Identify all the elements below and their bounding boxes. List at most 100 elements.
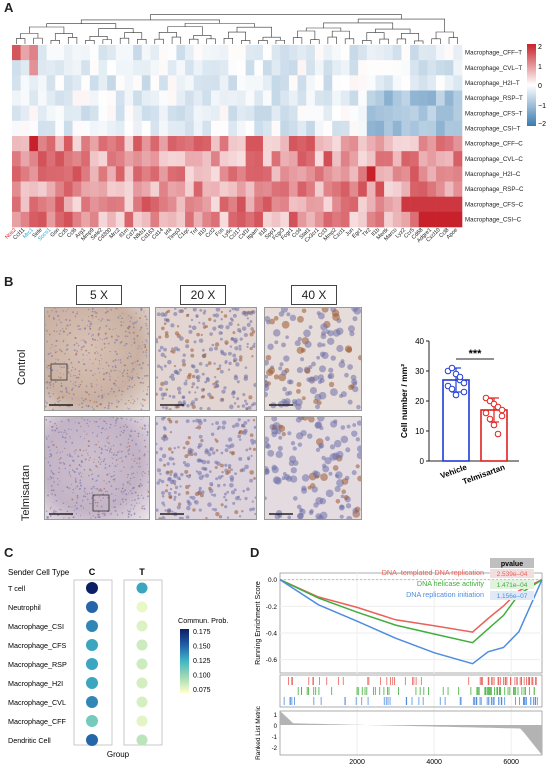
heatmap-cell: [107, 45, 117, 61]
heatmap-cell: [211, 211, 220, 228]
heatmap-cell: [297, 181, 307, 197]
heatmap-cell: [37, 181, 47, 197]
heatmap-cell: [193, 105, 203, 122]
heatmap-cell: [20, 75, 30, 91]
heatmap-cell: [245, 120, 255, 137]
heatmap-cell: [444, 45, 454, 61]
heatmap-cell: [176, 120, 186, 137]
column-dendrogram: [16, 14, 458, 44]
heatmap-cell: [228, 45, 238, 61]
heatmap-cell: [185, 151, 195, 167]
heatmap-cell: [159, 105, 169, 122]
heatmap-cell: [332, 120, 342, 137]
heatmap-cell: [124, 90, 134, 106]
heatmap-cell: [280, 151, 290, 167]
bar-point: [460, 379, 468, 387]
heatmap-cell: [193, 151, 203, 167]
heatmap-cell: [20, 45, 30, 61]
heatmap-cell: [358, 211, 368, 228]
gsea-y-tick: -0.2: [266, 604, 278, 611]
heatmap-cell: [392, 151, 402, 167]
heatmap-cell: [340, 196, 350, 213]
heatmap-cell: [237, 211, 246, 228]
heatmap-cell: [37, 45, 47, 61]
heatmap-cell: [392, 90, 402, 106]
heatmap-cell: [167, 211, 177, 228]
heatmap-cell: [254, 166, 264, 182]
heatmap-cell: [193, 90, 203, 106]
heatmap-cell: [280, 166, 290, 182]
heatmap-cell: [107, 196, 117, 213]
heatmap-cell: [72, 196, 82, 213]
heatmap-cell: [167, 105, 177, 122]
heatmap-cell: [410, 136, 420, 152]
heatmap-cell: [46, 211, 56, 228]
heatmap-cell: [340, 120, 350, 137]
heatmap-cell: [436, 105, 445, 122]
heatmap-cell: [193, 166, 203, 182]
heatmap-cell: [133, 120, 143, 137]
heatmap-cell: [436, 90, 445, 106]
heatmap-cell: [358, 136, 368, 152]
heatmap-cell: [410, 196, 420, 213]
heatmap-cell: [288, 166, 298, 182]
heatmap-cell: [150, 136, 160, 152]
dotplot-group-c: C: [89, 567, 96, 577]
heatmap-cell: [133, 90, 143, 106]
heatmap-cell: [115, 211, 125, 228]
colorbar-tick: 0.075: [193, 687, 211, 694]
heatmap-cell: [332, 75, 342, 91]
heatmap-cell: [133, 196, 143, 213]
heatmap-cell: [193, 120, 203, 137]
heatmap-cell: [366, 90, 376, 106]
heatmap-cell: [141, 166, 151, 182]
heatmap-cell: [20, 196, 30, 213]
heatmap-cell: [401, 196, 411, 213]
heatmap-cell: [375, 120, 385, 137]
heatmap-cell: [366, 166, 376, 182]
bar-y-tick: 20: [415, 397, 424, 406]
dotplot-dot-c: [86, 734, 98, 746]
heatmap-cell: [37, 105, 47, 122]
heatmap-cell: [245, 136, 255, 152]
heatmap-cell: [107, 90, 117, 106]
bar-point: [452, 391, 460, 399]
heatmap-cell: [159, 75, 169, 91]
heatmap-cell: [340, 105, 350, 122]
heatmap-cell: [176, 181, 186, 197]
heatmap-cell: [384, 120, 394, 137]
heatmap-cell: [167, 90, 177, 106]
gsea-series-label: DNA helicase activity: [417, 579, 485, 588]
row-label-telmisartan: Telmisartan: [20, 464, 32, 522]
heatmap-cell: [392, 105, 402, 122]
heatmap-cell: [185, 136, 195, 152]
heatmap-cell: [219, 211, 229, 228]
heatmap-cell: [427, 90, 437, 106]
heatmap-cell: [262, 90, 272, 106]
heatmap-cell: [89, 90, 99, 106]
heatmap-cell: [63, 136, 73, 152]
heatmap-cell: [115, 166, 125, 182]
legend-tick-2: 2: [538, 44, 542, 51]
heatmap-cell: [55, 196, 65, 213]
heatmap-cell: [366, 211, 376, 228]
heatmap-cell: [349, 60, 359, 76]
heatmap-cell: [245, 45, 255, 61]
heatmap-cell: [46, 196, 56, 213]
heatmap-cell: [89, 166, 99, 182]
heatmap-cell: [358, 105, 368, 122]
heatmap-col-label: Tnf: [190, 227, 200, 237]
heatmap-cell: [384, 166, 394, 182]
heatmap-cell: [444, 151, 454, 167]
heatmap-cell: [12, 211, 21, 228]
heatmap-cell: [72, 151, 82, 167]
heatmap-cell: [115, 75, 125, 91]
heatmap-cell: [427, 60, 437, 76]
heatmap-cell: [228, 90, 238, 106]
heatmap-cell: [202, 211, 212, 228]
heatmap-cell: [211, 151, 220, 167]
heatmap-cell: [280, 45, 290, 61]
heatmap-row-label: Macrophage_CSI–T: [465, 125, 521, 132]
dotplot-row-label: Macrophage_CFF: [8, 717, 67, 726]
heatmap-cell: [384, 181, 394, 197]
